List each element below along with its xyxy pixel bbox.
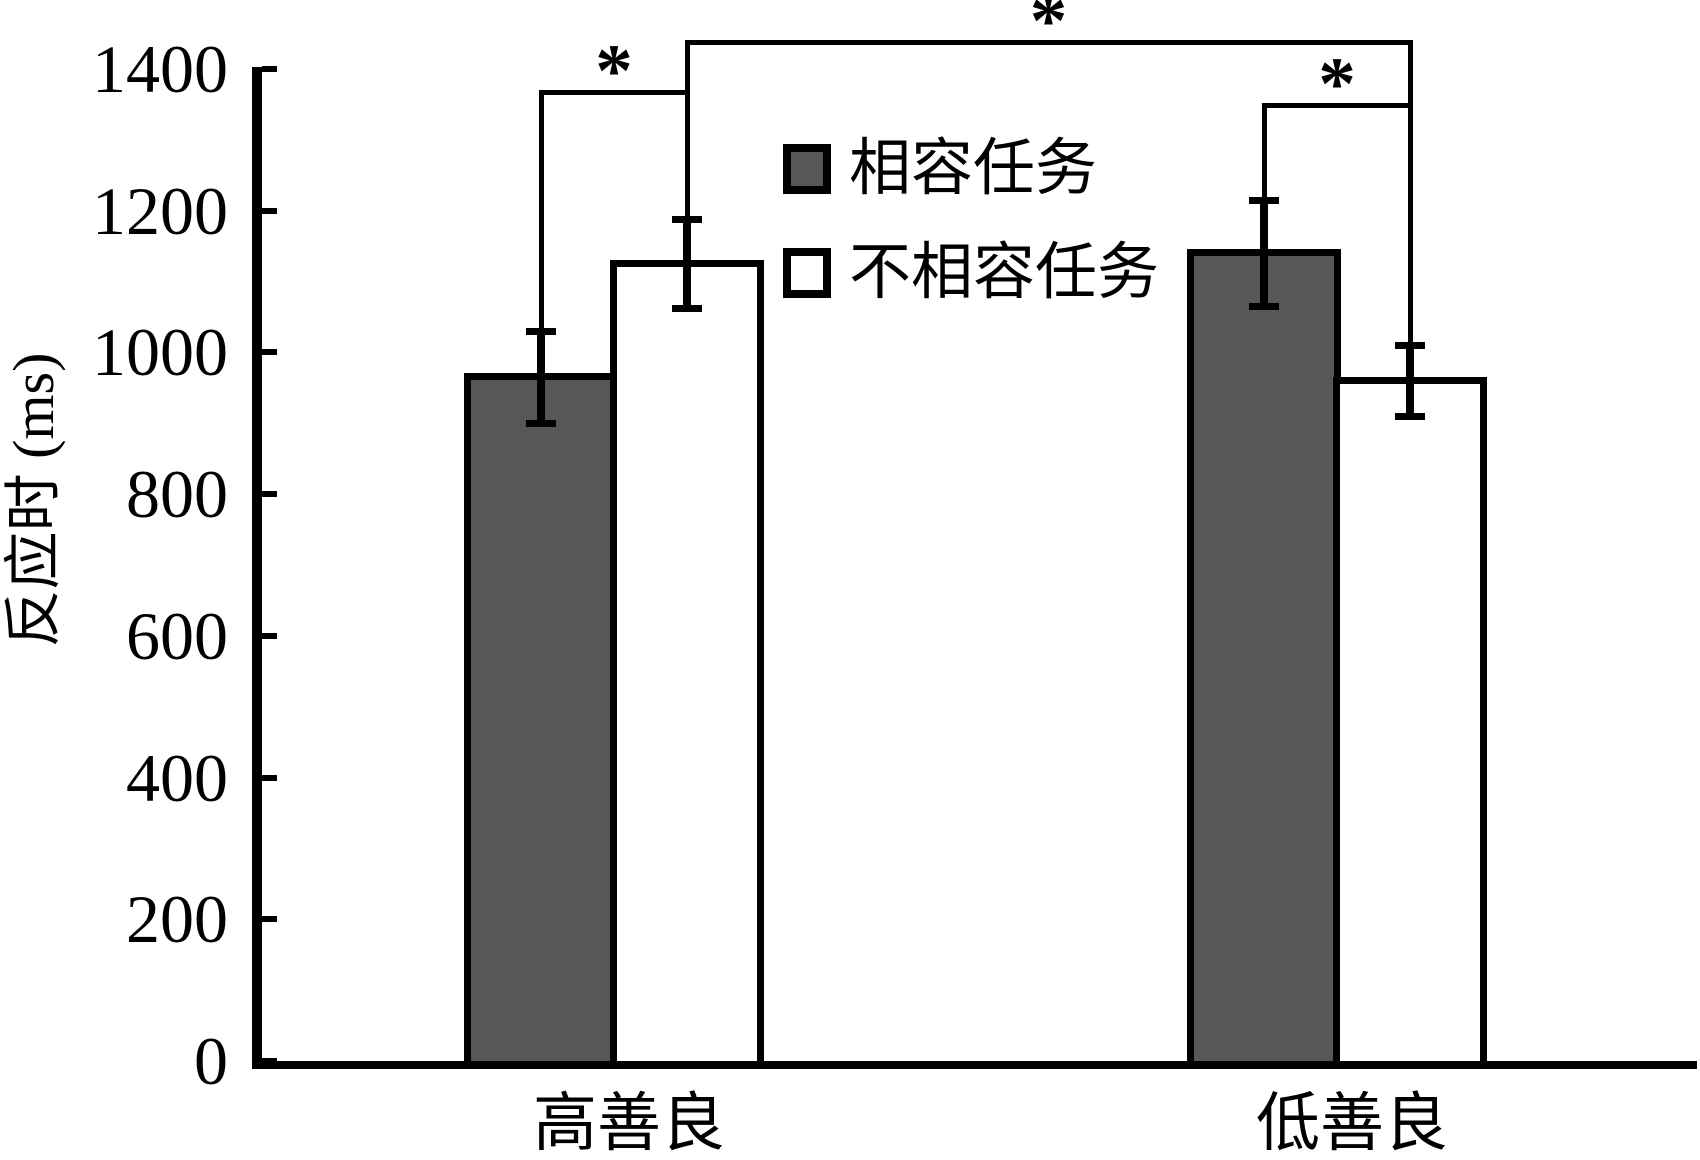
- y-tick-mark: [262, 1058, 277, 1064]
- sig-asterisk: *: [595, 30, 633, 113]
- y-tick-label: 800: [126, 456, 228, 533]
- y-tick-mark: [262, 916, 277, 923]
- bar-相容任务-低善良: [1187, 249, 1341, 1068]
- legend-label-compatible: 相容任务: [849, 135, 1098, 203]
- y-tick-label: 600: [126, 597, 228, 674]
- y-tick-label: 1000: [92, 314, 228, 391]
- sig-bracket-line: [685, 40, 1412, 45]
- y-tick-mark: [262, 774, 277, 781]
- sig-bracket-line: [539, 90, 689, 95]
- y-tick-label: 400: [126, 739, 228, 816]
- y-tick-mark: [262, 491, 277, 498]
- sig-bracket-arm: [1262, 103, 1267, 203]
- error-bar-line: [1260, 200, 1268, 307]
- sig-bracket-arm: [1408, 103, 1413, 348]
- error-bar-cap-bottom: [526, 420, 556, 428]
- y-tick-label: 1200: [92, 172, 228, 249]
- x-category-label: 低善良: [1256, 1088, 1448, 1159]
- error-bar-cap-bottom: [1395, 413, 1425, 421]
- legend-item-incompatible: 不相容任务: [783, 238, 1159, 308]
- error-bar-line: [683, 219, 691, 309]
- bar-不相容任务-高善良: [610, 259, 764, 1068]
- sig-asterisk: *: [1318, 43, 1356, 126]
- bar-相容任务-高善良: [464, 373, 618, 1068]
- y-tick-label: 200: [126, 881, 228, 958]
- sig-asterisk: *: [1029, 0, 1068, 63]
- x-category-label: 高善良: [533, 1088, 725, 1159]
- legend-label-incompatible: 不相容任务: [849, 239, 1160, 307]
- error-bar-line: [1406, 345, 1414, 417]
- error-bar-cap-bottom: [1249, 303, 1279, 311]
- y-tick-label: 1400: [92, 31, 228, 107]
- incompatible-swatch-icon: [783, 248, 831, 298]
- sig-bracket-arm: [685, 40, 690, 222]
- y-axis-line: [252, 67, 262, 1069]
- error-bar-cap-bottom: [672, 305, 702, 313]
- sig-bracket-arm: [539, 90, 544, 334]
- y-tick-mark: [262, 207, 277, 214]
- x-axis-line: [252, 1061, 1697, 1069]
- legend-item-compatible: 相容任务: [783, 134, 1097, 204]
- sig-bracket-line: [1262, 103, 1412, 108]
- bar-不相容任务-低善良: [1333, 376, 1487, 1068]
- compatible-swatch-icon: [783, 144, 831, 194]
- y-tick-mark: [262, 66, 277, 72]
- y-tick-mark: [262, 349, 277, 356]
- y-tick-mark: [262, 632, 277, 639]
- error-bar-line: [537, 331, 545, 424]
- y-tick-label: 0: [194, 1023, 228, 1099]
